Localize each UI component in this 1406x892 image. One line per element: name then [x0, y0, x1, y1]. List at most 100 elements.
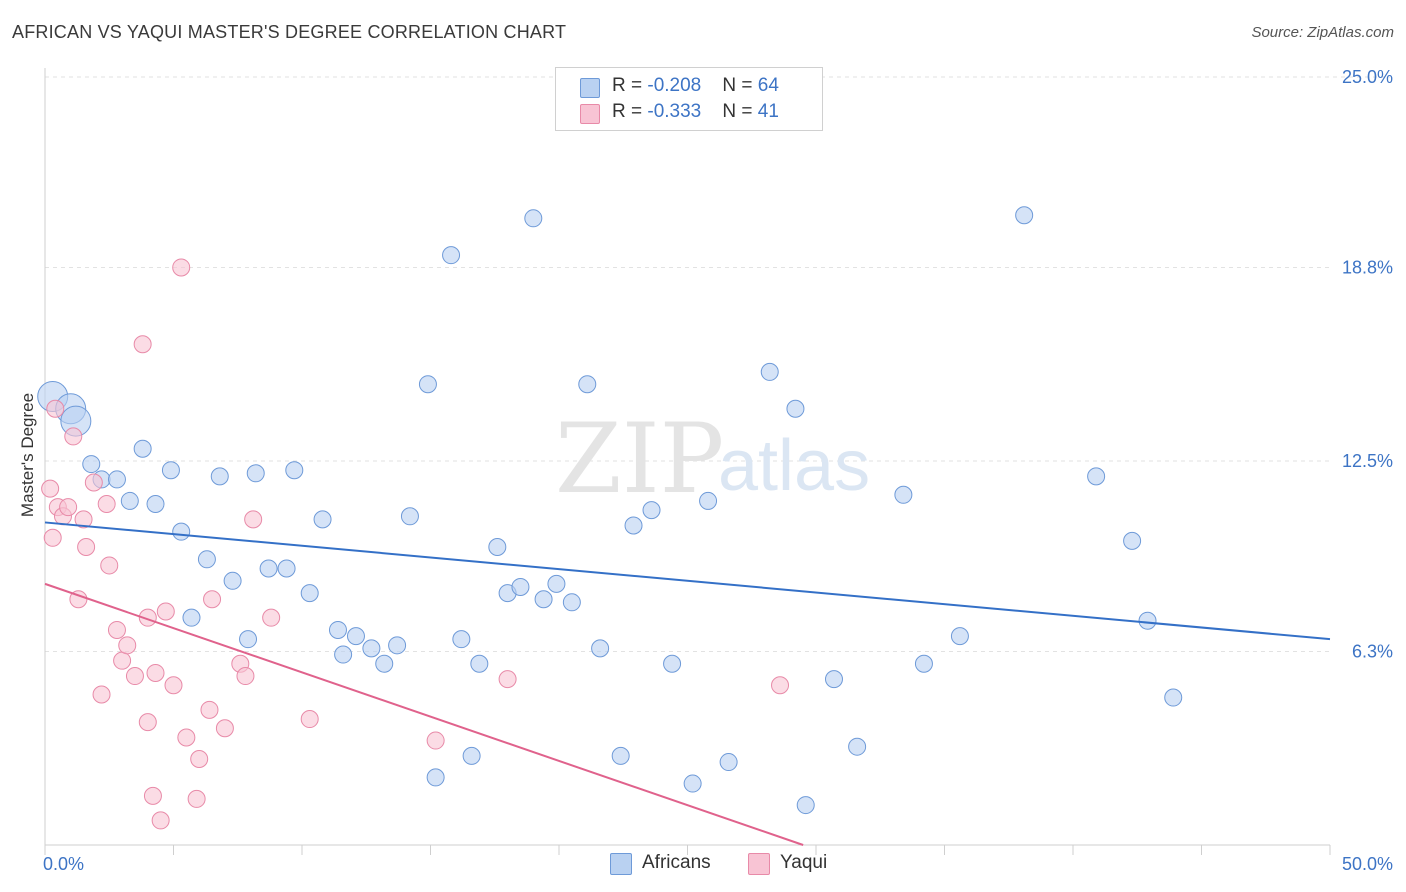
yaqui-point — [138, 608, 157, 627]
africans-point — [120, 491, 139, 510]
yaqui-point — [187, 789, 206, 808]
africans-point — [611, 746, 630, 765]
africans-point — [624, 516, 643, 535]
x-tick-label: 0.0% — [43, 854, 84, 874]
yaqui-point — [138, 713, 157, 732]
africans-point — [313, 510, 332, 529]
watermark-atlas: atlas — [718, 426, 870, 506]
africans-point — [683, 774, 702, 793]
africans-point — [161, 461, 180, 480]
y-tick-label: 25.0% — [1342, 67, 1393, 87]
yaqui-point — [74, 510, 93, 529]
legend-yaqui-r-label: R = — [612, 101, 648, 122]
yaqui-point — [118, 636, 137, 655]
yaqui-point — [46, 399, 65, 418]
yaqui-point — [100, 556, 119, 575]
y-tick-label: 6.3% — [1352, 641, 1393, 661]
yaqui-point — [771, 676, 790, 695]
africans-point — [362, 639, 381, 658]
y-tick-label: 18.8% — [1342, 257, 1393, 277]
axes — [44, 68, 1331, 855]
yaqui-point — [164, 676, 183, 695]
africans-point — [223, 571, 242, 590]
africans-point — [1087, 467, 1106, 486]
yaqui-point — [43, 528, 62, 547]
africans-point — [511, 577, 530, 596]
bottom-legend-yaqui-swatch — [748, 853, 770, 875]
yaqui-point — [77, 538, 96, 557]
africans-point — [172, 522, 191, 541]
africans-point — [239, 630, 258, 649]
africans-point — [210, 467, 229, 486]
africans-point — [578, 375, 597, 394]
legend-yaqui-n-value: 41 — [757, 101, 779, 122]
trend-lines — [44, 521, 1331, 846]
bottom-legend-africans-label: Africans — [642, 852, 711, 873]
africans-point — [334, 645, 353, 664]
africans-point — [182, 608, 201, 627]
yaqui-point — [92, 685, 111, 704]
correlation-legend: R = -0.208 N = 64 R = -0.333 N = 41 — [555, 67, 823, 131]
africans-point — [107, 470, 126, 489]
yaqui-point — [59, 498, 78, 517]
africans-swatch — [580, 78, 600, 98]
africans-point — [388, 636, 407, 655]
africans-point — [300, 584, 319, 603]
legend-africans-r-label: R = — [612, 75, 648, 96]
africans-point — [462, 746, 481, 765]
legend-yaqui-r-value: -0.333 — [647, 101, 702, 122]
africans-point — [259, 559, 278, 578]
africans-point — [133, 439, 152, 458]
yaqui-point — [64, 427, 83, 446]
africans-point — [547, 574, 566, 593]
yaqui-point — [300, 710, 319, 729]
yaqui-point — [426, 731, 445, 750]
series-yaqui-points — [41, 258, 790, 830]
africans-point — [1138, 611, 1157, 630]
africans-point — [591, 639, 610, 658]
africans-point — [400, 507, 419, 526]
legend-yaqui-n-label: N = — [722, 101, 758, 122]
africans-point — [277, 559, 296, 578]
yaqui-point — [177, 728, 196, 747]
yaqui-point — [41, 479, 60, 498]
watermark: ZIP atlas — [555, 403, 870, 515]
africans-point — [426, 768, 445, 787]
africans-point — [418, 375, 437, 394]
africans-point — [796, 796, 815, 815]
africans-point — [914, 654, 933, 673]
yaqui-point — [97, 495, 116, 514]
bottom-legend-africans-swatch — [610, 853, 632, 875]
africans-point — [346, 627, 365, 646]
yaqui-swatch — [580, 104, 600, 124]
africans-point — [699, 491, 718, 510]
yaqui-point — [172, 258, 191, 277]
yaqui-point — [190, 749, 209, 768]
yaqui-point — [133, 335, 152, 354]
africans-point — [328, 620, 347, 639]
africans-point — [197, 550, 216, 569]
yaqui-point — [200, 700, 219, 719]
yaqui-point — [262, 608, 281, 627]
africans-point — [786, 399, 805, 418]
watermark-zip: ZIP — [555, 403, 724, 515]
yaqui-point — [215, 719, 234, 738]
africans-point — [894, 485, 913, 504]
legend-africans-n-value: 64 — [757, 75, 779, 96]
chart-source: Source: ZipAtlas.com — [1251, 24, 1394, 41]
legend-africans-text: R = -0.208 N = 64 — [612, 75, 779, 97]
yaqui-point — [151, 811, 170, 830]
africans-point — [488, 538, 507, 557]
africans-point — [950, 627, 969, 646]
yaqui-point — [498, 670, 517, 689]
africans-point — [562, 593, 581, 612]
yaqui-point — [107, 620, 126, 639]
africans-point — [246, 464, 265, 483]
yaqui-point — [156, 602, 175, 621]
yaqui-trend-line — [44, 582, 804, 846]
africans-point — [1123, 531, 1142, 550]
yaqui-point — [125, 667, 144, 686]
x-tick-labels: 0.0% 50.0% — [43, 854, 1393, 874]
africans-point — [642, 501, 661, 520]
